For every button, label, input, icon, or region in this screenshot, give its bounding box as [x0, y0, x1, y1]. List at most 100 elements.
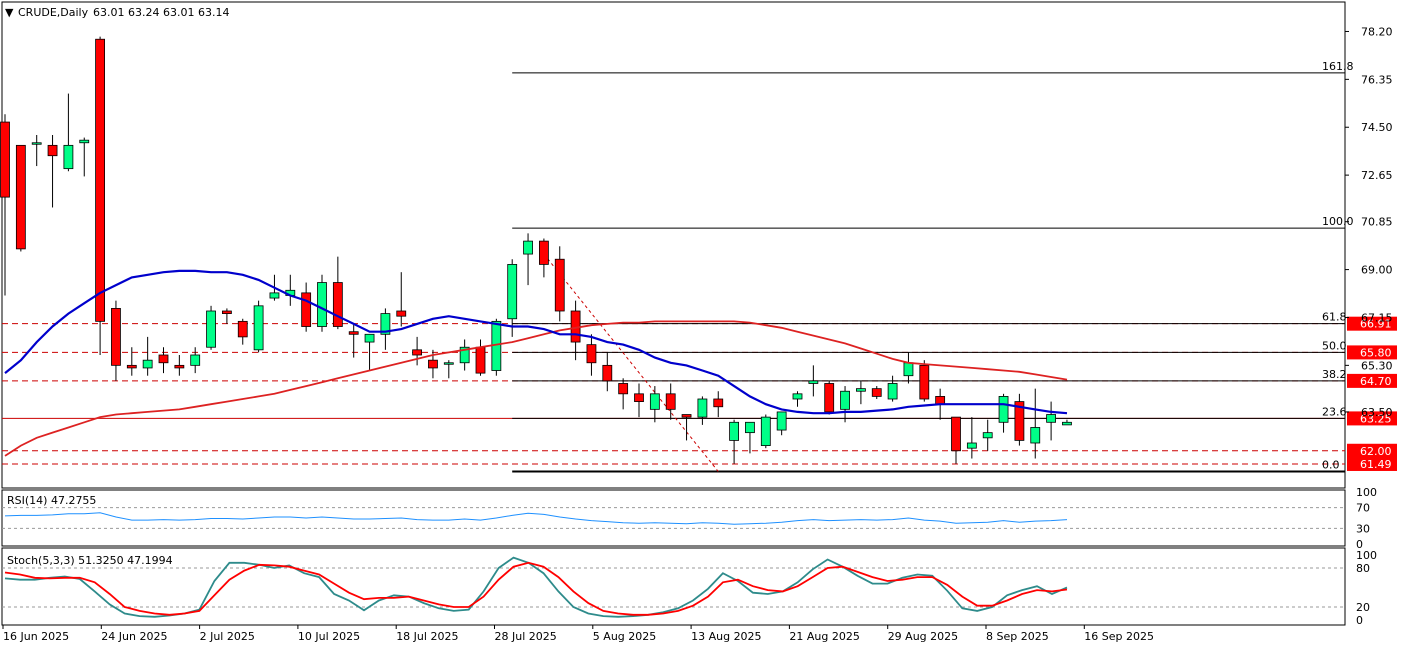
price-tag-text-63.25: 63.25	[1360, 412, 1392, 425]
candle-bear	[301, 292, 312, 327]
date-tick-label: 16 Jun 2025	[3, 630, 69, 643]
fib-label-0.0: 0.0	[1322, 458, 1340, 471]
candle-bull	[966, 442, 977, 449]
date-tick-label: 28 Jul 2025	[495, 630, 557, 643]
rsi-label: RSI(14) 47.2755	[7, 494, 96, 507]
candle-bear	[935, 396, 946, 405]
candle-bull	[31, 142, 42, 145]
time-axis: 16 Jun 2025 24 Jun 2025 2 Jul 2025 10 Jul 2…	[2, 625, 1154, 643]
price-tag-62.00	[1347, 443, 1397, 458]
ma-slow-line	[4, 320, 1068, 457]
price-axis: 78.20 76.35 74.50 72.65 70.85 69.00 67.15 65.30…	[1345, 25, 1393, 419]
candle-bear	[586, 344, 597, 364]
date-tick-label: 24 Jun 2025	[101, 630, 167, 643]
price-tag-text-66.91: 66.91	[1360, 318, 1392, 331]
rsi-tick-label: 70	[1356, 502, 1370, 515]
candle-bull	[808, 380, 819, 384]
candle-bear	[871, 388, 882, 397]
price-tag-65.80	[1347, 345, 1397, 360]
rsi-line	[4, 512, 1068, 525]
candle-bull	[206, 310, 216, 348]
price-tick-label: 70.85	[1361, 216, 1393, 229]
candle-bull	[190, 354, 201, 366]
candle-bear	[15, 144, 26, 250]
candle-bull	[142, 359, 153, 369]
candle-bull	[79, 139, 90, 144]
rsi-tick-label: 100	[1356, 486, 1377, 499]
candle-bear	[824, 383, 835, 413]
candle-bull	[760, 416, 771, 446]
stoch-label: Stoch(5,3,3) 51.3250 47.1994	[7, 554, 173, 567]
date-tick-label: 21 Aug 2025	[789, 630, 859, 643]
candle-bear	[665, 393, 676, 410]
candle-bear	[158, 354, 169, 364]
fib-label-50.0: 50.0	[1322, 339, 1347, 352]
price-tag-61.49	[1347, 456, 1397, 471]
rsi-tick-label: 0	[1356, 538, 1363, 551]
price-tag-63.25	[1347, 411, 1397, 426]
candle-bull	[1046, 414, 1056, 423]
candle-bull	[364, 333, 375, 343]
date-tick-label: 2 Jul 2025	[200, 630, 255, 643]
stoch-tick-label: 100	[1356, 549, 1377, 562]
date-tick-label: 5 Aug 2025	[593, 630, 656, 643]
ohlc-label: 63.01 63.24 63.01 63.14	[93, 6, 229, 19]
price-tick-label: 74.50	[1361, 121, 1393, 134]
candle-bull	[523, 240, 533, 255]
candle-bear	[412, 349, 423, 356]
moving-averages	[4, 269, 1068, 457]
date-tick-label: 29 Aug 2025	[888, 630, 958, 643]
candle-bear	[0, 121, 10, 198]
candle-bear	[332, 282, 343, 327]
candle-bull	[63, 144, 74, 170]
candle-bull	[998, 396, 1009, 423]
candle-bear	[539, 240, 549, 265]
price-tag-text-61.49: 61.49	[1360, 458, 1392, 471]
candle-bull	[982, 432, 993, 439]
candle-bear	[95, 38, 105, 322]
price-tick-label: 65.30	[1361, 359, 1393, 372]
candle-bear	[348, 331, 359, 335]
candle-bear	[713, 398, 724, 408]
price-tag-66.91	[1347, 316, 1397, 331]
candle-bull	[507, 264, 518, 320]
candle-bull	[1062, 421, 1072, 426]
price-tick-label: 72.65	[1361, 169, 1393, 182]
symbol-label: CRUDE,Daily	[18, 6, 89, 19]
candle-bull	[380, 313, 391, 335]
candle-bear	[554, 258, 565, 312]
candle-bear	[475, 346, 486, 374]
price-tick-label: 69.00	[1361, 264, 1393, 277]
candle-bear	[681, 414, 692, 418]
fib-label-23.6: 23.6	[1322, 405, 1347, 418]
candle-bear	[47, 144, 58, 157]
triangle-icon: ▼	[5, 6, 14, 19]
candle-bull	[649, 393, 660, 410]
price-tag-text-65.80: 65.80	[1360, 346, 1392, 359]
rsi-panel-frame	[1, 489, 1346, 547]
candle-bull	[697, 398, 708, 418]
candle-bear	[174, 364, 185, 369]
date-tick-label: 8 Sep 2025	[986, 630, 1049, 643]
candle-bear	[126, 364, 137, 369]
candle-bear	[396, 310, 407, 317]
candle-bull	[903, 362, 914, 377]
price-tag-text-64.70: 64.70	[1360, 375, 1392, 388]
fib-label-38.2: 38.2	[1322, 368, 1347, 381]
candlesticks	[0, 36, 1072, 464]
candle-bull	[317, 282, 327, 327]
price-tag-64.70	[1347, 373, 1397, 388]
rsi-tick-label: 30	[1356, 522, 1370, 535]
candle-bull	[792, 393, 803, 400]
candle-bull	[776, 411, 787, 431]
candle-bear	[634, 393, 644, 402]
candle-bear	[428, 359, 438, 369]
candle-bull	[459, 346, 470, 364]
fib-label-61.8: 61.8	[1322, 311, 1347, 324]
candle-bear	[111, 308, 121, 366]
fib-label-161.8: 161.8	[1322, 60, 1354, 73]
date-tick-label: 10 Jul 2025	[298, 630, 360, 643]
trend-segment	[543, 253, 719, 472]
